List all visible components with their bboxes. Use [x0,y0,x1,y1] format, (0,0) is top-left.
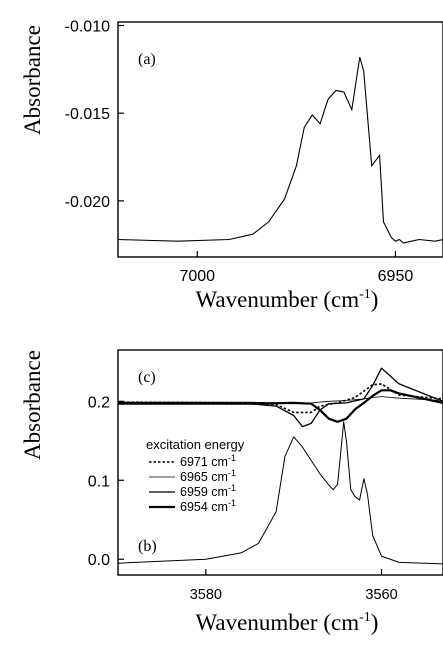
legend-label-main: 6971 cm [180,455,228,469]
panel-a-ylabel: Absorbance [20,25,45,135]
legend-label: 6954 cm-1 [180,498,236,514]
legend-label-sup: -1 [228,468,236,478]
panel-b-xlabel-close: ) [371,610,379,635]
legend-label: 6971 cm-1 [180,453,236,469]
panel-c-label: (c) [138,369,156,386]
legend-label: 6965 cm-1 [180,468,236,484]
panel-a-ytick-label: -0.010 [65,19,110,36]
legend: excitation energy 6971 cm-16965 cm-16959… [146,437,245,514]
panel-b-series [118,368,443,564]
panel-b-axes: 3580 3560 0.0 0.1 0.2 [88,394,398,603]
panel-b-xtick-label: 3560 [365,587,397,603]
panel-a-xlabel: Wavenumber (cm-1) [196,287,379,312]
legend-label-main: 6965 cm [180,470,228,484]
panel-b-frame [118,350,443,575]
legend-label-main: 6954 cm [180,500,228,514]
panel-a-ytick-label: -0.015 [65,106,110,123]
panel-a-spectrum-line [118,57,443,243]
panel-b-xlabel-sup: -1 [359,610,371,625]
panel-a-frame [118,22,443,257]
legend-label-sup: -1 [228,498,236,508]
panel-b-ytick-label: 0.0 [88,552,110,569]
panel-b-ytick-label: 0.2 [88,394,110,411]
legend-items: 6971 cm-16965 cm-16959 cm-16954 cm-1 [149,453,236,514]
panel-a-xtick-label: 7000 [179,268,215,285]
panel-b-ytick-label: 0.1 [88,473,110,490]
panel-a-xtick-label: 6950 [378,268,414,285]
panel-b-xlabel: Wavenumber (cm-1) [196,610,379,635]
panel-a-axes: 7000 6950 -0.010 -0.015 -0.020 [65,19,414,285]
panel-a-ytick-label: -0.020 [65,194,110,211]
legend-label: 6959 cm-1 [180,483,236,499]
panel-b-label: (b) [138,538,157,555]
panel-a: (a) 7000 6950 -0.010 -0.015 -0.020 Absorbanc… [20,19,443,312]
panel-a-xlabel-main: Wavenumber (cm [196,287,360,312]
legend-label-main: 6959 cm [180,485,228,499]
panel-b-xlabel-main: Wavenumber (cm [196,610,360,635]
panel-a-label: (a) [138,51,156,68]
legend-label-sup: -1 [228,483,236,493]
panel-b-xtick-label: 3580 [190,587,222,603]
legend-label-sup: -1 [228,453,236,463]
panel-a-xlabel-sup: -1 [359,287,371,302]
legend-title: excitation energy [146,437,245,452]
panel-a-xlabel-close: ) [371,287,379,312]
panel-b-ylabel: Absorbance [20,350,45,460]
panel-b: (c) (b) 3580 3560 0.0 0.1 0.2 excitation ene… [20,350,443,635]
